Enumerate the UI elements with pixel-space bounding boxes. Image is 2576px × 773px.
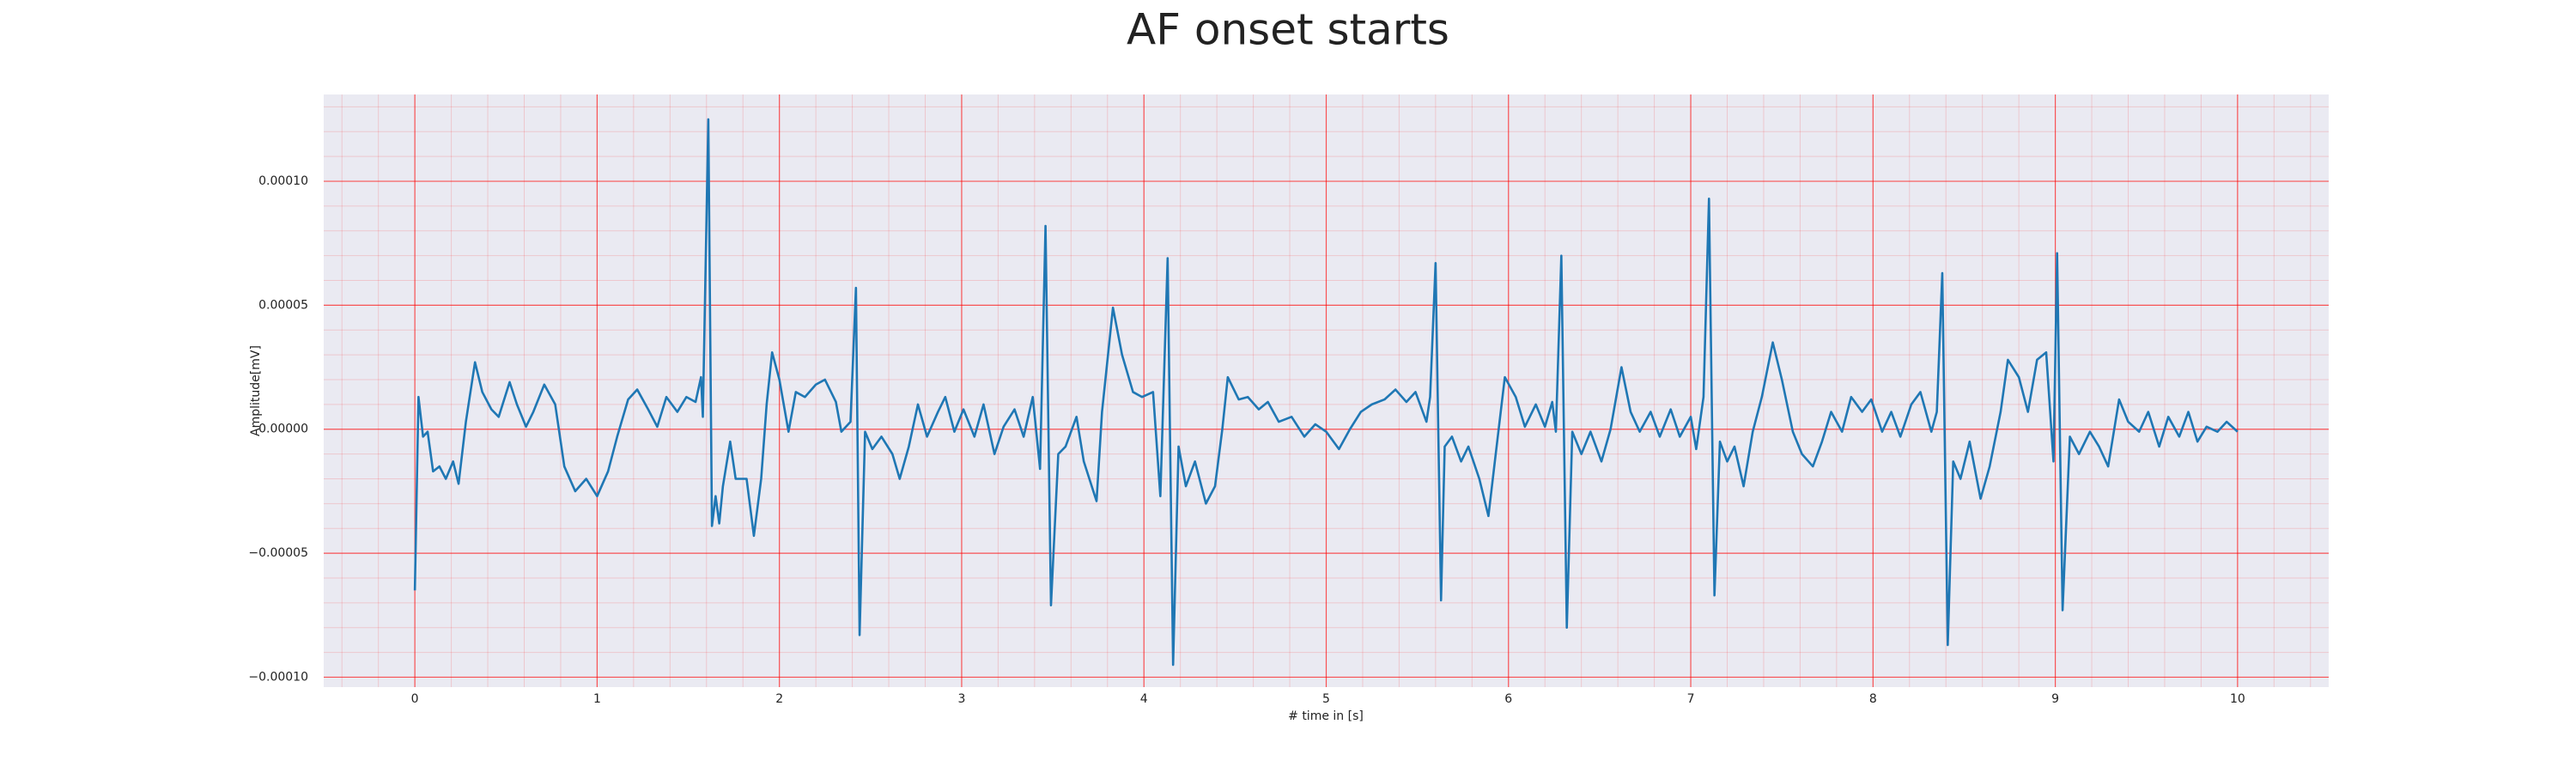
- x-axis-label: # time in [s]: [1288, 709, 1364, 723]
- x-tick-label: 3: [957, 692, 965, 706]
- chart-title: AF onset starts: [1127, 5, 1449, 55]
- x-tick-label: 9: [2051, 692, 2059, 706]
- labels: 0 1 2 3 4 5 6 7 8 9 10 −0.00010 −0.00005 0.00000 0.000…: [248, 174, 2245, 706]
- x-tick-label: 8: [1869, 692, 1877, 706]
- x-tick-label: 1: [593, 692, 601, 706]
- x-tick-label: 6: [1504, 692, 1512, 706]
- x-tick-label: 4: [1140, 692, 1148, 706]
- y-tick-label: −0.00010: [248, 670, 308, 684]
- major-grid: [324, 94, 2329, 687]
- x-tick-label: 2: [775, 692, 783, 706]
- x-tick-label: 10: [2230, 692, 2245, 706]
- y-tick-label: 0.00000: [258, 423, 308, 436]
- y-axis-label: Amplitude[mV]: [249, 345, 263, 436]
- y-tick-label: 0.00010: [258, 174, 308, 188]
- y-tick-label: −0.00005: [248, 546, 308, 560]
- x-tick-label: 5: [1322, 692, 1330, 706]
- x-tick-label: 0: [411, 692, 419, 706]
- y-tick-label: 0.00005: [258, 298, 308, 312]
- series: [413, 118, 2239, 666]
- x-tick-label: 7: [1687, 692, 1695, 706]
- signal-line: [413, 118, 2239, 666]
